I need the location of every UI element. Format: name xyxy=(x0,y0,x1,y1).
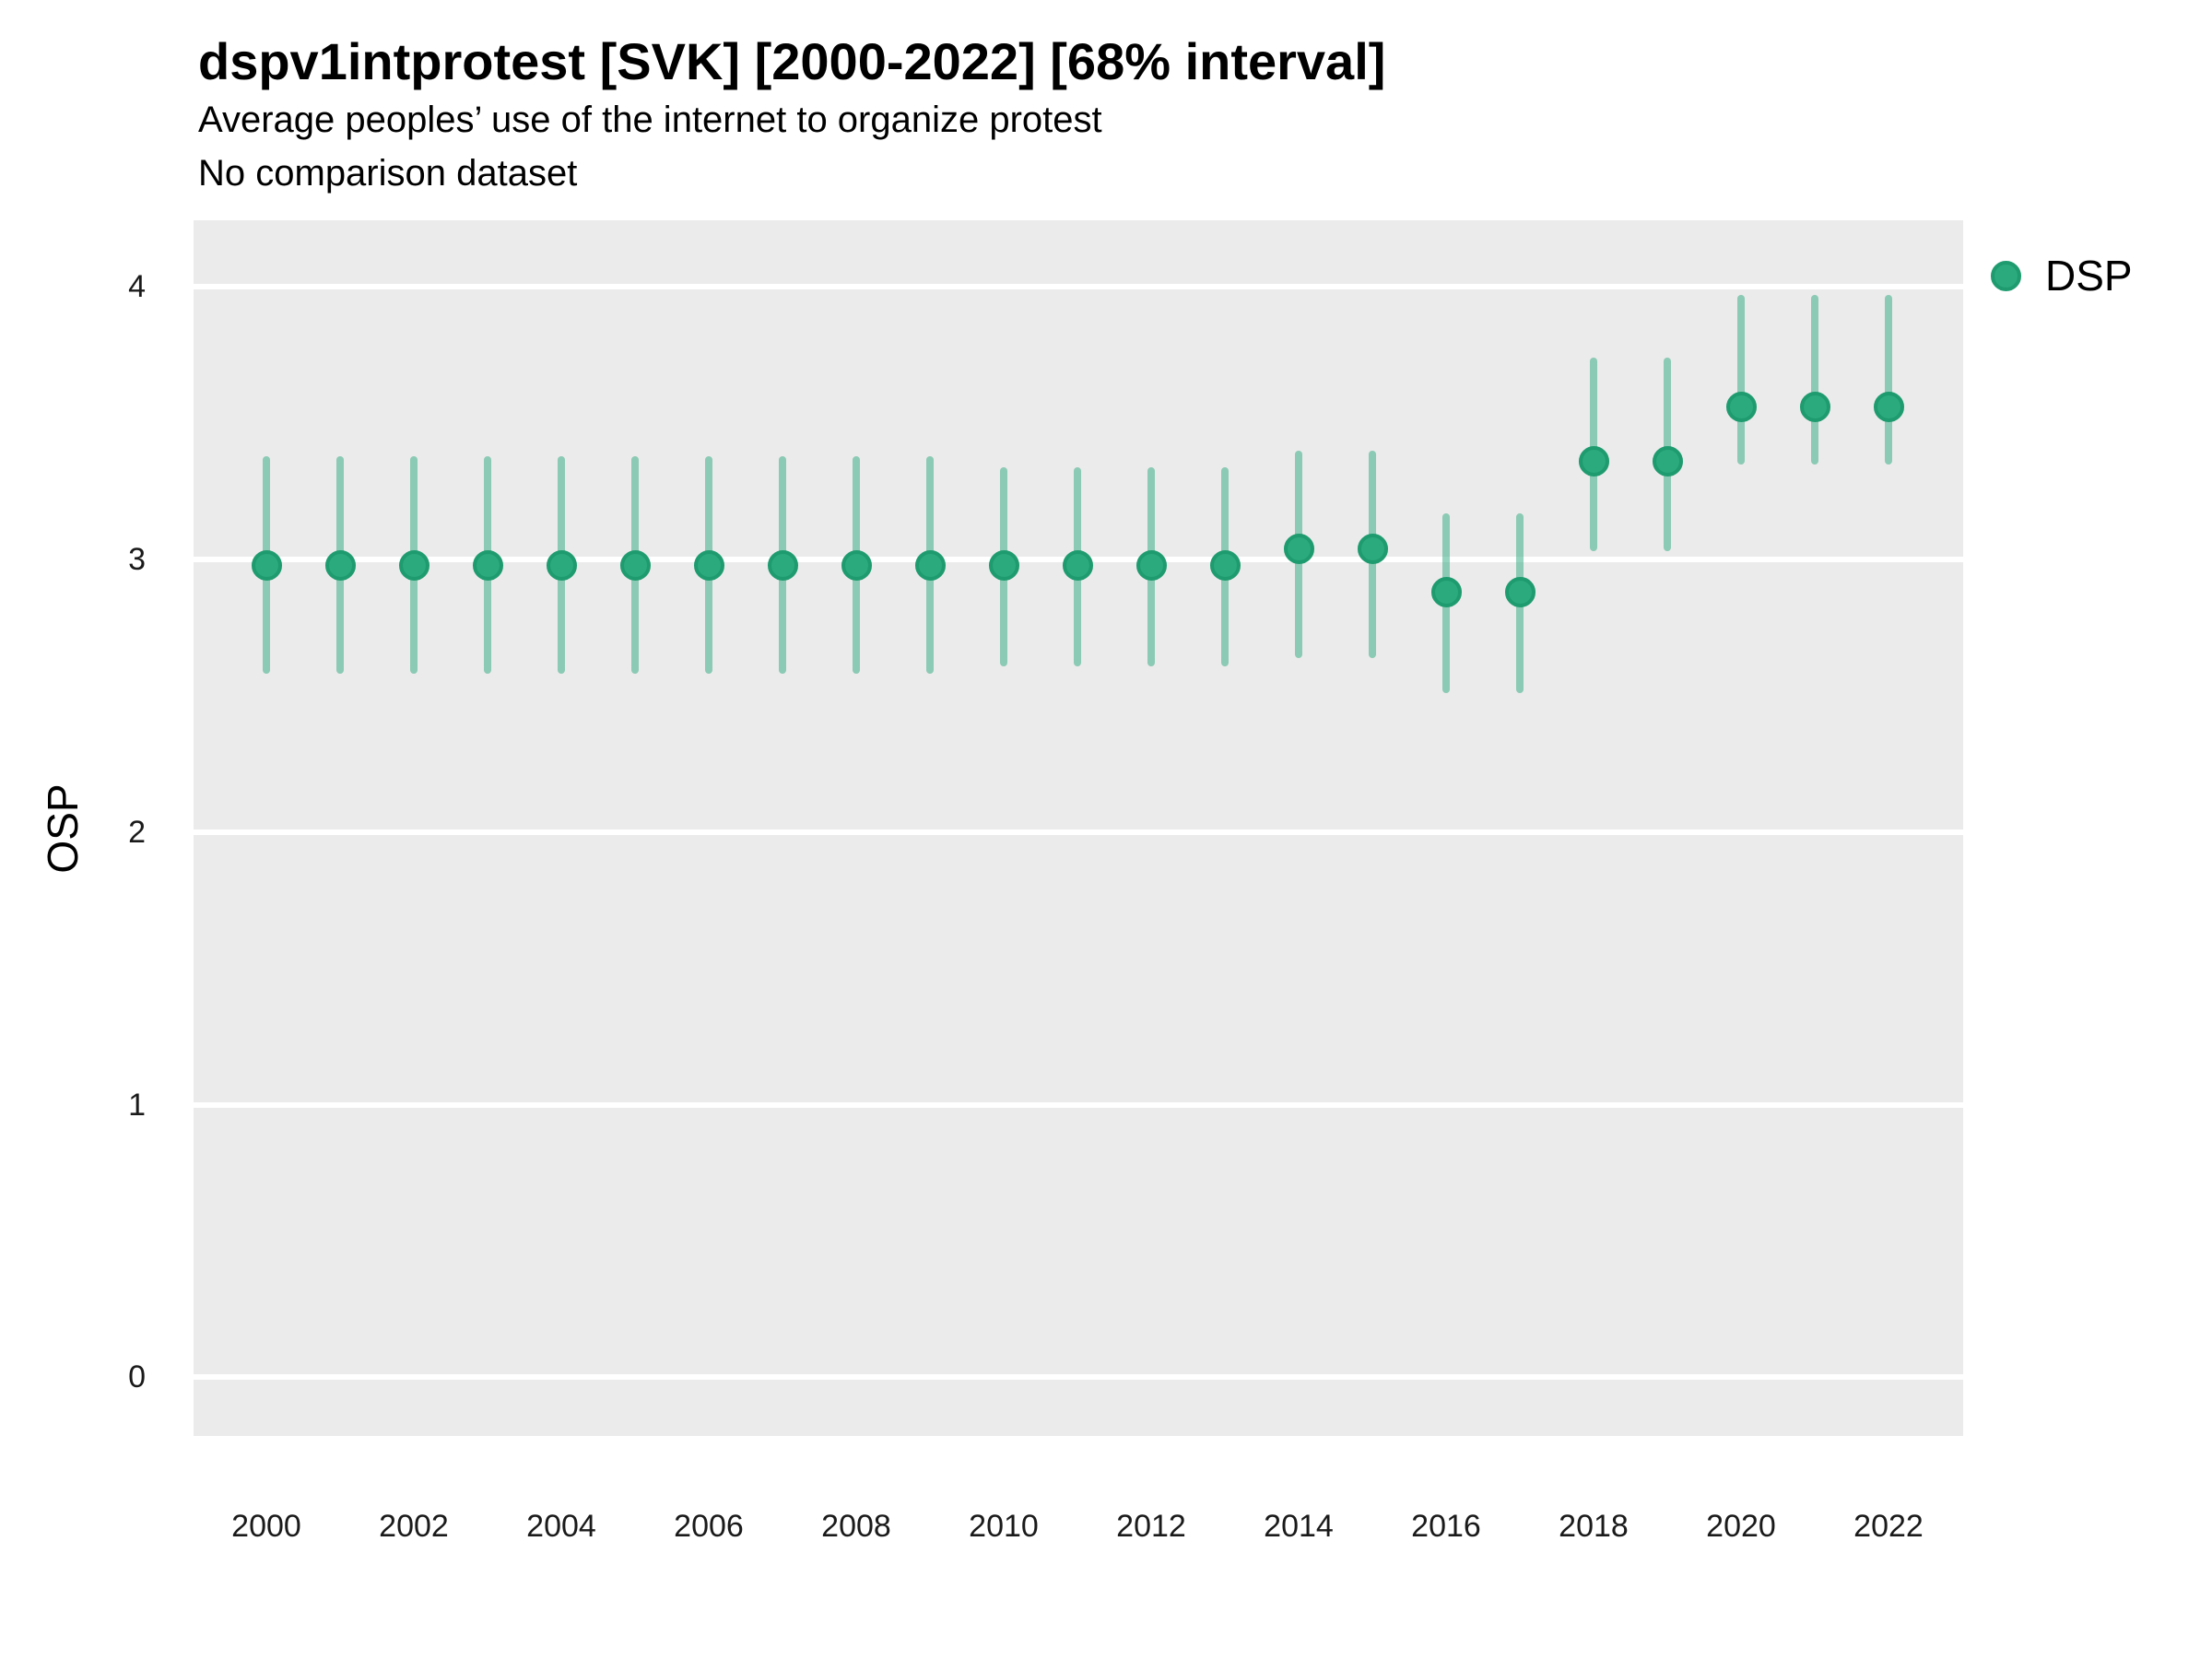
data-point-2003 xyxy=(472,549,503,581)
data-point-2009 xyxy=(914,549,946,581)
gridline-y-1 xyxy=(194,1101,1963,1108)
y-tick-label-2: 2 xyxy=(128,814,146,850)
data-point-2016 xyxy=(1430,577,1462,608)
x-tick-label-2006: 2006 xyxy=(674,1509,744,1544)
gridline-y-2 xyxy=(194,829,1963,835)
chart-subtitle: Average peoples’ use of the internet to … xyxy=(198,100,1102,140)
data-point-2018 xyxy=(1578,446,1609,477)
plot-panel xyxy=(194,220,1963,1436)
data-point-2017 xyxy=(1504,577,1535,608)
y-tick-label-3: 3 xyxy=(128,542,146,578)
data-point-2022 xyxy=(1873,392,1904,423)
x-tick-label-2016: 2016 xyxy=(1411,1509,1481,1544)
data-point-2012 xyxy=(1135,549,1167,581)
data-point-2006 xyxy=(693,549,724,581)
data-point-2008 xyxy=(841,549,872,581)
x-tick-label-2020: 2020 xyxy=(1706,1509,1776,1544)
data-point-2007 xyxy=(767,549,798,581)
data-point-2019 xyxy=(1652,446,1683,477)
data-point-2020 xyxy=(1725,392,1757,423)
data-point-2010 xyxy=(988,549,1019,581)
x-tick-label-2002: 2002 xyxy=(379,1509,449,1544)
legend-point-icon xyxy=(1991,260,2021,291)
x-tick-label-2018: 2018 xyxy=(1559,1509,1629,1544)
x-tick-label-2008: 2008 xyxy=(821,1509,891,1544)
interval-bar-2020 xyxy=(1737,295,1745,465)
x-tick-label-2010: 2010 xyxy=(969,1509,1039,1544)
chart-subtitle-2: No comparison dataset xyxy=(198,153,578,194)
x-tick-label-2022: 2022 xyxy=(1853,1509,1924,1544)
data-point-2021 xyxy=(1799,392,1830,423)
gridline-y-4 xyxy=(194,284,1963,290)
y-tick-label-4: 4 xyxy=(128,269,146,305)
x-tick-label-2004: 2004 xyxy=(526,1509,596,1544)
data-point-2013 xyxy=(1209,549,1241,581)
legend-label: DSP xyxy=(2045,252,2133,300)
x-tick-label-2014: 2014 xyxy=(1264,1509,1334,1544)
x-tick-label-2012: 2012 xyxy=(1116,1509,1186,1544)
data-point-2005 xyxy=(619,549,651,581)
data-point-2001 xyxy=(324,549,356,581)
gridline-y-0 xyxy=(194,1374,1963,1381)
data-point-2011 xyxy=(1062,549,1093,581)
legend: DSP xyxy=(1991,251,2133,300)
x-tick-label-2000: 2000 xyxy=(231,1509,301,1544)
data-point-2000 xyxy=(251,549,282,581)
data-point-2015 xyxy=(1357,533,1388,564)
data-point-2014 xyxy=(1283,533,1314,564)
interval-bar-2022 xyxy=(1885,295,1892,465)
y-tick-label-1: 1 xyxy=(128,1087,146,1123)
data-point-2004 xyxy=(546,549,577,581)
y-tick-label-0: 0 xyxy=(128,1359,146,1395)
data-point-2002 xyxy=(398,549,429,581)
chart-title: dspv1intprotest [SVK] [2000-2022] [68% i… xyxy=(198,32,1386,90)
interval-bar-2021 xyxy=(1811,295,1818,465)
